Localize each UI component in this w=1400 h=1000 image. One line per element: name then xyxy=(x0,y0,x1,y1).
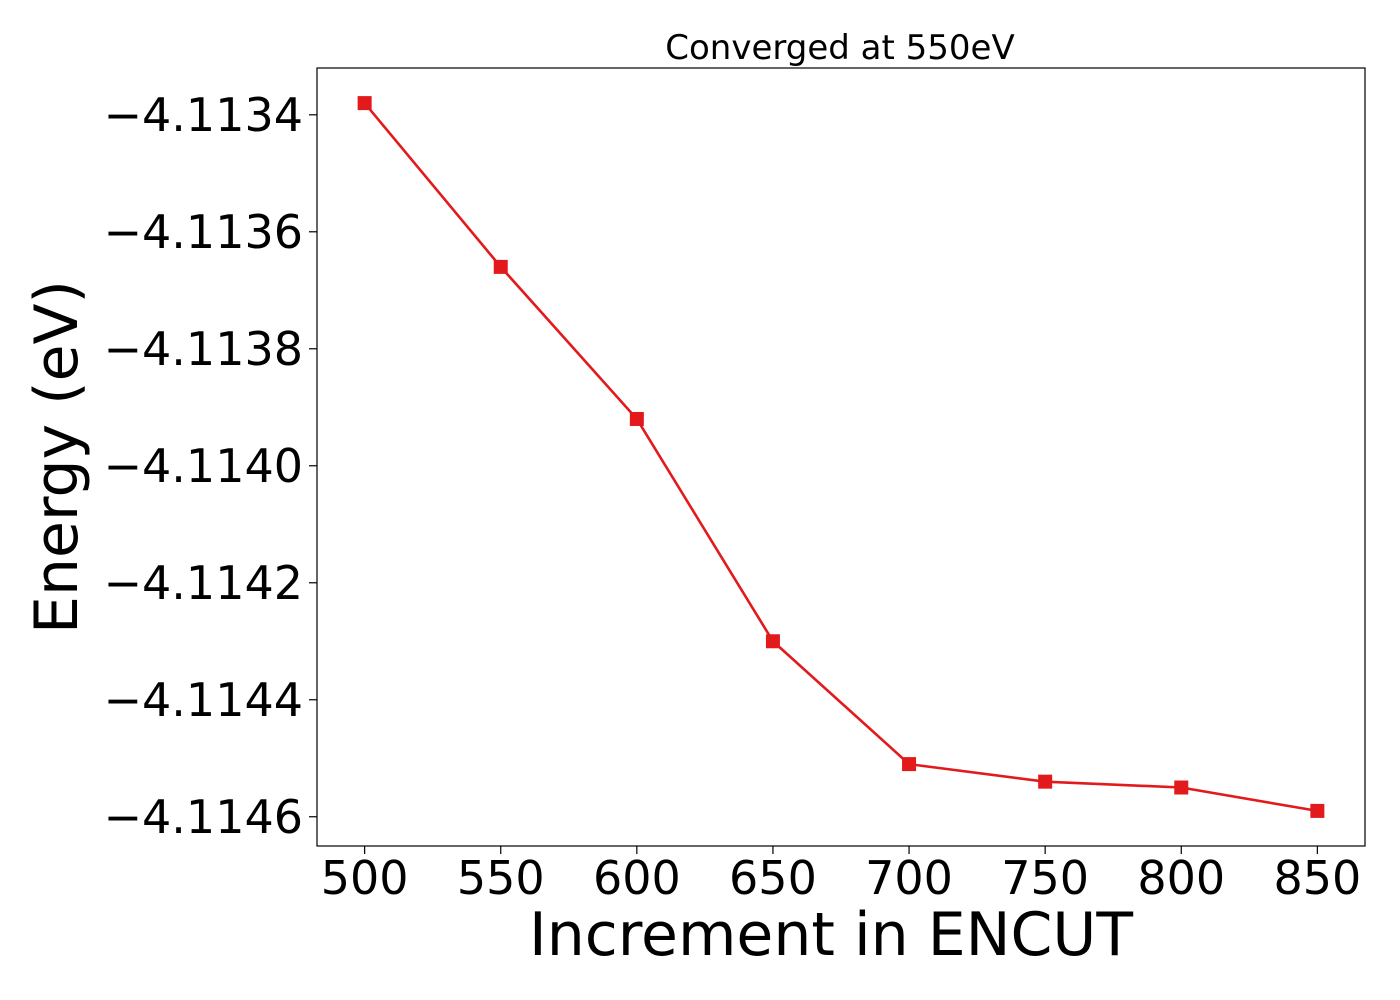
y-axis-label: Energy (eV) xyxy=(22,280,92,634)
data-point-marker[interactable] xyxy=(1174,780,1189,795)
y-tick-label: −4.1136 xyxy=(104,205,304,259)
x-tick-label: 550 xyxy=(457,851,545,905)
data-point-marker[interactable] xyxy=(1038,774,1053,789)
y-tick-label: −4.1134 xyxy=(104,88,304,142)
data-point-marker[interactable] xyxy=(629,411,644,426)
x-tick-label: 750 xyxy=(1001,851,1089,905)
y-tick-label: −4.1142 xyxy=(104,556,304,610)
x-axis: 500 550 600 650 700 750 800 850 xyxy=(321,846,1361,905)
x-tick-label: 600 xyxy=(593,851,681,905)
y-tick-label: −4.1146 xyxy=(104,790,304,844)
data-point-marker[interactable] xyxy=(902,757,917,772)
y-axis: −4.1134 −4.1136 −4.1138 −4.1140 −4.1142 −4.11… xyxy=(104,88,317,844)
series-layer xyxy=(357,96,1325,818)
x-tick-label: 850 xyxy=(1273,851,1361,905)
chart-title: Converged at 550eV xyxy=(665,28,1014,68)
x-tick-label: 500 xyxy=(321,851,409,905)
data-point-marker[interactable] xyxy=(1310,803,1325,818)
x-tick-label: 700 xyxy=(865,851,953,905)
x-axis-label: Increment in ENCUT xyxy=(529,900,1133,970)
x-tick-label: 650 xyxy=(729,851,817,905)
x-tick-label: 800 xyxy=(1137,851,1225,905)
series-line xyxy=(363,102,1318,813)
plot-frame xyxy=(316,67,1366,847)
y-tick-label: −4.1140 xyxy=(104,439,304,493)
data-point-marker[interactable] xyxy=(357,96,372,111)
data-point-marker[interactable] xyxy=(765,634,780,649)
y-tick-label: −4.1138 xyxy=(104,322,304,376)
data-point-marker[interactable] xyxy=(493,259,508,274)
y-tick-label: −4.1144 xyxy=(104,673,304,727)
